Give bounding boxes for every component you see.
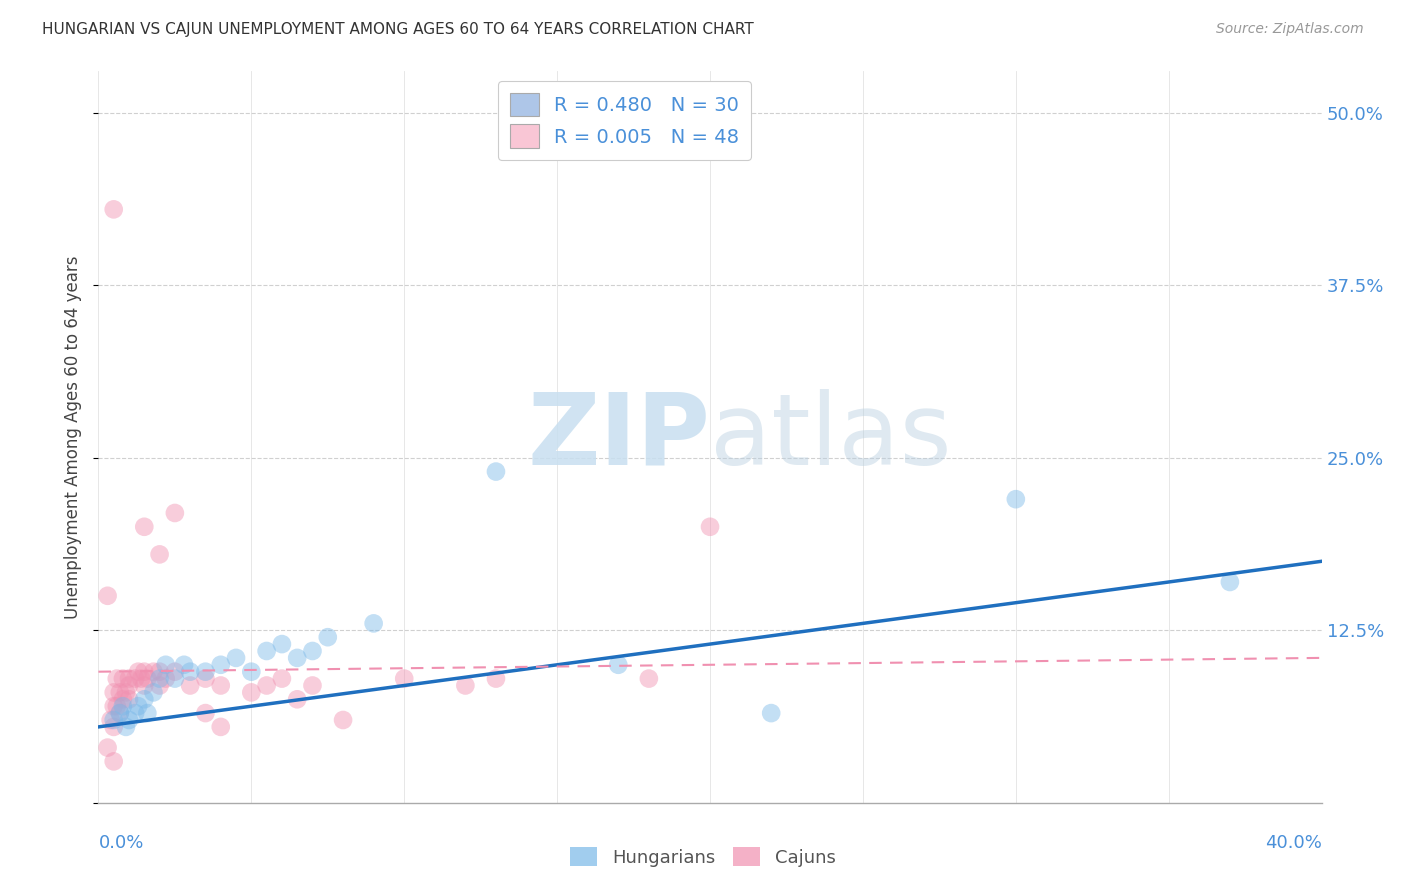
- Text: HUNGARIAN VS CAJUN UNEMPLOYMENT AMONG AGES 60 TO 64 YEARS CORRELATION CHART: HUNGARIAN VS CAJUN UNEMPLOYMENT AMONG AG…: [42, 22, 754, 37]
- Point: [134, 665, 156, 679]
- Point: [163, 672, 186, 686]
- Point: [124, 672, 146, 686]
- Point: [149, 548, 172, 562]
- Point: [105, 672, 128, 686]
- Point: [149, 665, 172, 679]
- Point: [115, 720, 138, 734]
- Point: [111, 692, 134, 706]
- Point: [485, 672, 508, 686]
- Point: [194, 672, 217, 686]
- Point: [103, 713, 125, 727]
- Point: [134, 692, 156, 706]
- Point: [209, 678, 232, 692]
- Point: [759, 706, 782, 720]
- Text: Source: ZipAtlas.com: Source: ZipAtlas.com: [1216, 22, 1364, 37]
- Point: [103, 720, 125, 734]
- Point: [392, 672, 416, 686]
- Point: [142, 685, 165, 699]
- Point: [127, 665, 149, 679]
- Point: [155, 657, 177, 672]
- Point: [103, 699, 125, 714]
- Point: [149, 672, 172, 686]
- Point: [134, 520, 156, 534]
- Legend: Hungarians, Cajuns: Hungarians, Cajuns: [564, 840, 842, 874]
- Point: [142, 665, 165, 679]
- Point: [240, 665, 263, 679]
- Point: [454, 678, 477, 692]
- Point: [118, 672, 141, 686]
- Point: [240, 685, 263, 699]
- Point: [637, 672, 661, 686]
- Point: [256, 644, 278, 658]
- Point: [118, 713, 141, 727]
- Point: [699, 520, 721, 534]
- Point: [118, 692, 141, 706]
- Point: [108, 706, 131, 720]
- Point: [332, 713, 354, 727]
- Point: [301, 678, 323, 692]
- Point: [173, 657, 195, 672]
- Point: [1004, 492, 1026, 507]
- Point: [118, 678, 141, 692]
- Point: [270, 672, 292, 686]
- Point: [179, 665, 201, 679]
- Point: [136, 672, 159, 686]
- Point: [103, 755, 125, 769]
- Point: [155, 672, 177, 686]
- Point: [129, 672, 152, 686]
- Point: [111, 672, 134, 686]
- Point: [363, 616, 385, 631]
- Text: 40.0%: 40.0%: [1265, 834, 1322, 852]
- Point: [485, 465, 508, 479]
- Point: [194, 665, 217, 679]
- Y-axis label: Unemployment Among Ages 60 to 64 years: Unemployment Among Ages 60 to 64 years: [65, 255, 83, 619]
- Point: [136, 706, 159, 720]
- Point: [285, 651, 308, 665]
- Point: [316, 630, 339, 644]
- Point: [97, 589, 120, 603]
- Point: [209, 720, 232, 734]
- Point: [111, 699, 134, 714]
- Point: [108, 685, 131, 699]
- Point: [179, 678, 201, 692]
- Legend: R = 0.480   N = 30, R = 0.005   N = 48: R = 0.480 N = 30, R = 0.005 N = 48: [498, 81, 751, 160]
- Point: [105, 699, 128, 714]
- Point: [108, 706, 131, 720]
- Point: [301, 644, 323, 658]
- Point: [100, 713, 122, 727]
- Point: [285, 692, 308, 706]
- Point: [103, 685, 125, 699]
- Point: [127, 699, 149, 714]
- Point: [256, 678, 278, 692]
- Point: [124, 706, 146, 720]
- Point: [149, 678, 172, 692]
- Point: [607, 657, 630, 672]
- Point: [1219, 574, 1241, 589]
- Point: [163, 665, 186, 679]
- Point: [134, 678, 156, 692]
- Text: ZIP: ZIP: [527, 389, 710, 485]
- Text: 0.0%: 0.0%: [98, 834, 143, 852]
- Point: [209, 657, 232, 672]
- Text: atlas: atlas: [710, 389, 952, 485]
- Point: [103, 202, 125, 217]
- Point: [270, 637, 292, 651]
- Point: [194, 706, 217, 720]
- Point: [163, 506, 186, 520]
- Point: [97, 740, 120, 755]
- Point: [115, 685, 138, 699]
- Point: [225, 651, 247, 665]
